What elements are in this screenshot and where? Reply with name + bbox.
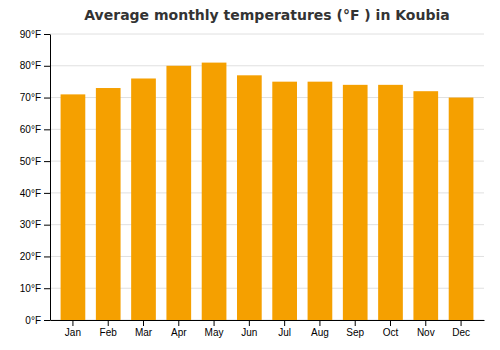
bar: [272, 82, 297, 320]
tick-mark: [390, 320, 391, 326]
chart: Jan Feb Mar Apr May Jun Jul Aug Sep Oct Nov Dec 0°F 1…: [0, 0, 500, 350]
bar: [449, 98, 474, 320]
tick-label: Mar: [135, 327, 153, 338]
tick-label: Dec: [452, 327, 470, 338]
grid-line: [50, 65, 484, 66]
tick-mark: [425, 320, 426, 326]
tick-label: Jan: [65, 327, 81, 338]
tick-label: Feb: [100, 327, 118, 338]
tick-label: Sep: [346, 327, 364, 338]
bar: [202, 63, 227, 320]
y-tick: 50°F: [20, 156, 50, 167]
tick-mark: [108, 320, 109, 326]
x-axis: Jan Feb Mar Apr May Jun Jul Aug Sep Oct Nov Dec: [51, 320, 485, 338]
tick-label: May: [205, 327, 224, 338]
x-tick: Feb: [100, 320, 118, 338]
x-tick: May: [205, 320, 224, 338]
tick-label: 80°F: [20, 60, 41, 71]
tick-mark: [249, 320, 250, 326]
y-tick: 0°F: [25, 315, 50, 326]
tick-mark: [44, 256, 50, 257]
x-tick: Dec: [452, 320, 470, 338]
title: Average monthly temperatures (°F ) in Ko…: [84, 7, 449, 23]
tick-mark: [143, 320, 144, 326]
tick-label: Apr: [171, 327, 187, 338]
tick-label: Jul: [278, 327, 291, 338]
bars: [61, 63, 474, 320]
tick-label: 30°F: [20, 219, 41, 230]
x-tick: Nov: [417, 320, 435, 338]
tick-label: 50°F: [20, 156, 41, 167]
x-tick: Sep: [346, 320, 364, 338]
bar: [308, 82, 333, 320]
tick-mark: [355, 320, 356, 326]
x-tick: Mar: [135, 320, 153, 338]
tick-mark: [319, 320, 320, 326]
tick-label: Aug: [311, 327, 329, 338]
tick-mark: [44, 193, 50, 194]
tick-label: 10°F: [20, 283, 41, 294]
bar: [413, 91, 438, 320]
y-tick: 90°F: [20, 29, 50, 40]
y-tick: 20°F: [20, 251, 50, 262]
tick-label: Nov: [417, 327, 435, 338]
x-tick: Jul: [278, 320, 291, 338]
bar: [96, 88, 121, 320]
x-tick: Aug: [311, 320, 329, 338]
grid: [50, 34, 484, 320]
tick-mark: [284, 320, 285, 326]
bar: [378, 85, 403, 320]
y-tick: 70°F: [20, 92, 50, 103]
tick-mark: [44, 161, 50, 162]
tick-mark: [44, 34, 50, 35]
tick-label: Oct: [383, 327, 399, 338]
bar: [237, 75, 262, 320]
y-tick: 30°F: [20, 219, 50, 230]
axis-line: [51, 320, 485, 321]
tick-label: 0°F: [25, 315, 41, 326]
x-tick: Jun: [241, 320, 257, 338]
y-tick: 60°F: [20, 124, 50, 135]
axis-line: [50, 35, 51, 321]
tick-mark: [214, 320, 215, 326]
tick-mark: [72, 320, 73, 326]
tick-label: 90°F: [20, 29, 41, 40]
y-tick: 40°F: [20, 188, 50, 199]
tick-mark: [178, 320, 179, 326]
tick-mark: [44, 288, 50, 289]
plot: Jan Feb Mar Apr May Jun Jul Aug Sep Oct Nov Dec 0°F 1…: [20, 29, 485, 338]
tick-label: Jun: [241, 327, 257, 338]
y-axis: 0°F 10°F 20°F 30°F 40°F 50°F 60°F 70°F 80°F 90°F: [20, 29, 51, 326]
bar: [343, 85, 368, 320]
x-tick: Jan: [65, 320, 81, 338]
tick-mark: [461, 320, 462, 326]
x-tick: Apr: [171, 320, 187, 338]
bar: [61, 94, 86, 320]
tick-mark: [44, 225, 50, 226]
bar: [131, 78, 156, 320]
tick-mark: [44, 129, 50, 130]
tick-mark: [44, 98, 50, 99]
tick-label: 20°F: [20, 251, 41, 262]
y-tick: 80°F: [20, 60, 50, 71]
tick-label: 70°F: [20, 92, 41, 103]
tick-mark: [44, 320, 50, 321]
y-tick: 10°F: [20, 283, 50, 294]
x-tick: Oct: [383, 320, 399, 338]
grid-line: [50, 34, 484, 35]
tick-label: 40°F: [20, 188, 41, 199]
tick-mark: [44, 66, 50, 67]
bar: [166, 66, 191, 320]
tick-label: 60°F: [20, 124, 41, 135]
